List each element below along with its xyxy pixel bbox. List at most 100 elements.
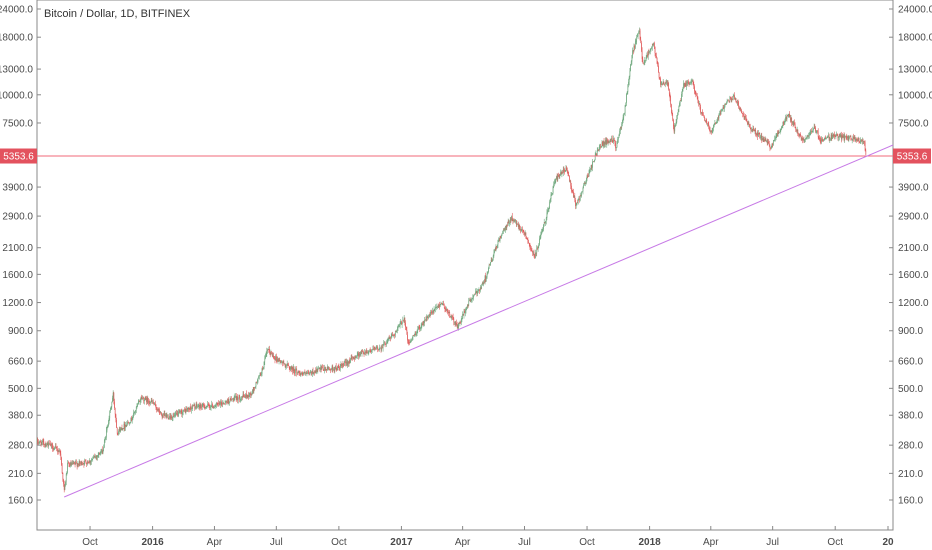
candle xyxy=(471,297,473,303)
candle xyxy=(224,400,226,406)
candle xyxy=(330,368,332,374)
candle xyxy=(107,424,109,429)
y-tick-label-left: 1600.0 xyxy=(2,270,33,281)
candle xyxy=(54,446,56,450)
candle xyxy=(259,372,261,376)
candle xyxy=(862,138,864,145)
candle xyxy=(256,379,258,385)
candle xyxy=(405,326,407,331)
candle xyxy=(804,138,805,144)
candle xyxy=(750,127,752,134)
candle xyxy=(578,196,580,201)
candle xyxy=(707,123,708,127)
candle xyxy=(192,404,194,412)
candle xyxy=(244,394,246,399)
candle xyxy=(314,370,316,374)
price-tag-right: 5353.6 xyxy=(893,148,931,164)
candle xyxy=(584,182,586,184)
candle xyxy=(401,322,403,329)
candle xyxy=(692,78,693,83)
candle xyxy=(858,137,860,144)
candle xyxy=(276,356,278,364)
candle xyxy=(154,402,155,406)
candle xyxy=(715,121,716,125)
candle xyxy=(108,415,110,425)
candle xyxy=(158,407,160,413)
candle xyxy=(660,81,662,88)
candle xyxy=(634,44,635,51)
candle xyxy=(665,80,667,84)
candle xyxy=(72,460,73,465)
candle xyxy=(386,338,388,344)
candle xyxy=(726,101,727,105)
y-tick-label-left: 18000.0 xyxy=(0,33,33,44)
candle xyxy=(326,369,327,373)
candle xyxy=(205,406,206,410)
candle xyxy=(286,360,288,366)
candle xyxy=(200,402,202,411)
candle xyxy=(114,407,116,418)
candle xyxy=(320,364,321,373)
candle xyxy=(241,395,243,401)
candle xyxy=(864,140,866,152)
candle xyxy=(590,168,591,173)
candle xyxy=(509,217,511,226)
candle xyxy=(361,349,363,357)
candle xyxy=(525,232,527,239)
candle xyxy=(609,138,611,145)
candle xyxy=(89,458,90,464)
candle xyxy=(740,106,742,112)
candle xyxy=(622,114,624,124)
candle xyxy=(40,441,42,447)
candle xyxy=(507,221,508,227)
candle xyxy=(277,356,279,363)
candle xyxy=(798,132,799,137)
candle xyxy=(588,169,590,177)
candle xyxy=(301,371,303,377)
candle xyxy=(119,426,121,432)
candle xyxy=(420,323,422,331)
candle xyxy=(814,124,816,130)
candle xyxy=(528,242,530,247)
candle xyxy=(583,182,584,189)
candle xyxy=(792,120,794,128)
candle xyxy=(481,281,483,286)
candle xyxy=(840,132,841,138)
candle xyxy=(634,38,636,50)
candle xyxy=(289,366,291,373)
trendline[interactable] xyxy=(64,144,894,498)
candle xyxy=(434,308,436,312)
candle xyxy=(246,390,247,400)
candle xyxy=(739,107,741,112)
candle xyxy=(46,442,48,446)
candle xyxy=(630,63,631,72)
candle xyxy=(752,125,754,133)
candle xyxy=(613,135,614,145)
candle xyxy=(368,350,370,355)
candle xyxy=(585,180,587,187)
candle xyxy=(786,113,788,122)
y-tick-label-left: 7500.0 xyxy=(2,118,33,129)
candle xyxy=(657,61,659,67)
candle xyxy=(260,372,262,377)
candle xyxy=(738,100,740,109)
candle xyxy=(265,351,267,358)
candle xyxy=(211,400,213,407)
candle xyxy=(59,449,61,456)
candle xyxy=(707,121,709,127)
candle xyxy=(482,281,484,285)
candle xyxy=(250,391,252,398)
candle xyxy=(411,338,412,342)
price-tag-left-label: 5353.6 xyxy=(3,152,34,163)
candle xyxy=(209,404,211,410)
candle xyxy=(109,410,111,421)
candle xyxy=(408,339,410,346)
candle xyxy=(828,133,830,142)
candle xyxy=(416,331,417,337)
candle xyxy=(836,133,838,136)
candle xyxy=(577,199,578,204)
candle xyxy=(726,98,728,104)
candle xyxy=(658,62,659,73)
